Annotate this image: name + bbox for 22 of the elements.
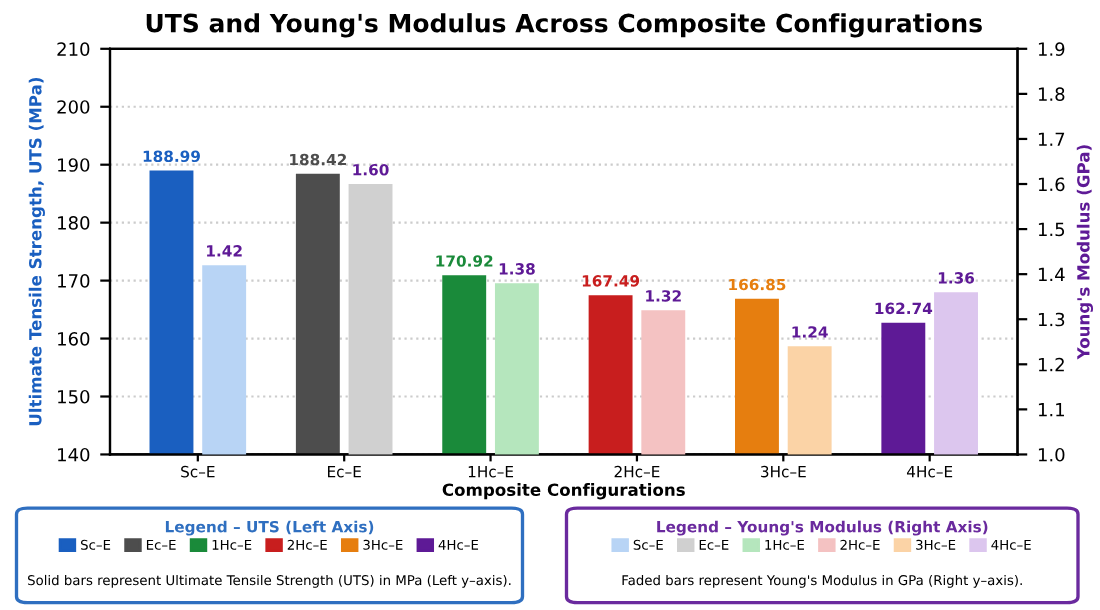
y2-tick-label: 1.0	[1038, 447, 1065, 462]
y-tick-label: 210	[57, 42, 90, 56]
y2-axis-title: Young's Modulus (GPa)	[1076, 145, 1094, 360]
y-axis-title: Ultimate Tensile Strength, UTS (MPa)	[28, 77, 45, 426]
y-tick-label: 160	[58, 332, 90, 346]
y2-tick-label: 1.9	[1038, 42, 1065, 56]
x-axis-title: Composite Configurations	[442, 483, 685, 500]
y2-tick-label: 1.3	[1038, 312, 1065, 327]
y-tick-label: 200	[57, 100, 90, 114]
chart-title: UTS and Young's Modulus Across Composite Configurations	[146, 13, 982, 38]
y2-tick-label: 1.4	[1038, 267, 1065, 282]
y-tick-label: 170	[58, 274, 90, 288]
y-tick-label: 180	[58, 216, 90, 230]
y2-tick-label: 1.5	[1038, 222, 1065, 237]
y-tick-label: 190	[58, 158, 90, 172]
y-tick-label: 140	[58, 447, 90, 462]
y2-tick-label: 1.6	[1038, 177, 1065, 192]
y2-tick-label: 1.7	[1038, 132, 1065, 146]
y-tick-label: 150	[58, 389, 90, 404]
y2-tick-label: 1.1	[1038, 403, 1064, 417]
y2-tick-label: 1.8	[1038, 87, 1065, 101]
y2-tick-label: 1.2	[1038, 357, 1064, 372]
